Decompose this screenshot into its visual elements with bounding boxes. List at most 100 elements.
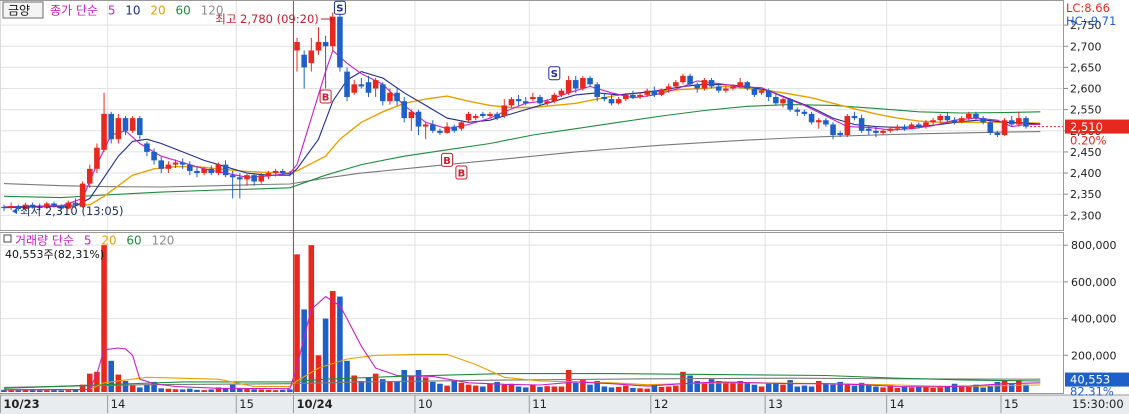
candle[interactable] bbox=[973, 111, 979, 121]
volume-bar[interactable] bbox=[858, 382, 865, 392]
candle[interactable] bbox=[587, 75, 593, 87]
volume-bar[interactable] bbox=[394, 380, 400, 392]
candle[interactable] bbox=[837, 130, 843, 138]
candle[interactable] bbox=[29, 202, 36, 209]
volume-bar[interactable] bbox=[594, 380, 600, 392]
candle[interactable] bbox=[351, 80, 357, 95]
volume-bar[interactable] bbox=[758, 386, 765, 392]
volume-bar[interactable] bbox=[137, 387, 143, 392]
volume-bar[interactable] bbox=[830, 384, 836, 392]
volume-bar[interactable] bbox=[751, 384, 758, 392]
buy-signal-marker[interactable]: B bbox=[455, 165, 468, 180]
candle[interactable] bbox=[129, 116, 136, 133]
candle[interactable] bbox=[72, 198, 79, 207]
volume-bar[interactable] bbox=[522, 387, 529, 392]
volume-bar[interactable] bbox=[287, 389, 293, 392]
volume-bar[interactable] bbox=[72, 389, 79, 392]
volume-bar[interactable] bbox=[508, 383, 515, 392]
volume-bar[interactable] bbox=[951, 383, 958, 392]
volume-bar[interactable] bbox=[880, 387, 886, 392]
candle[interactable] bbox=[101, 92, 107, 152]
candle[interactable] bbox=[773, 92, 779, 106]
candle[interactable] bbox=[580, 75, 586, 91]
volume-bar[interactable] bbox=[322, 318, 329, 392]
volume-bar[interactable] bbox=[29, 389, 36, 392]
candle[interactable] bbox=[215, 162, 222, 176]
volume-bar[interactable] bbox=[358, 380, 365, 392]
volume-bar[interactable] bbox=[79, 384, 86, 392]
volume-bar[interactable] bbox=[1016, 380, 1022, 392]
candle[interactable] bbox=[458, 120, 465, 131]
candle[interactable] bbox=[537, 94, 543, 106]
volume-bar[interactable] bbox=[329, 291, 336, 392]
candle[interactable] bbox=[730, 84, 736, 91]
candle[interactable] bbox=[472, 113, 479, 121]
candle[interactable] bbox=[308, 37, 315, 72]
candle[interactable] bbox=[715, 83, 722, 93]
candle[interactable] bbox=[1001, 118, 1008, 136]
volume-bar[interactable] bbox=[1008, 383, 1015, 392]
volume-bar[interactable] bbox=[680, 371, 686, 392]
candle[interactable] bbox=[751, 87, 758, 97]
candle[interactable] bbox=[8, 202, 14, 211]
candle[interactable] bbox=[287, 170, 293, 177]
volume-bar[interactable] bbox=[8, 390, 14, 392]
candle[interactable] bbox=[916, 122, 922, 129]
candle[interactable] bbox=[36, 203, 43, 211]
volume-bar[interactable] bbox=[437, 383, 443, 392]
volume-bar[interactable] bbox=[408, 375, 415, 392]
candle[interactable] bbox=[901, 124, 908, 131]
volume-bar[interactable] bbox=[622, 385, 629, 392]
volume-bar[interactable] bbox=[580, 379, 586, 392]
candle[interactable] bbox=[187, 161, 193, 176]
volume-bar[interactable] bbox=[194, 389, 200, 392]
candle[interactable] bbox=[294, 37, 300, 72]
volume-bar[interactable] bbox=[365, 377, 372, 392]
volume-bar[interactable] bbox=[215, 387, 222, 392]
candle[interactable] bbox=[251, 173, 257, 186]
candle[interactable] bbox=[565, 75, 572, 95]
candle[interactable] bbox=[794, 107, 801, 116]
volume-bar[interactable] bbox=[744, 382, 751, 392]
candle[interactable] bbox=[337, 14, 343, 72]
volume-bar[interactable] bbox=[187, 388, 193, 392]
volume-bar[interactable] bbox=[279, 389, 286, 392]
candle[interactable] bbox=[701, 77, 708, 91]
candle[interactable] bbox=[465, 111, 472, 123]
candle[interactable] bbox=[51, 201, 57, 208]
candle[interactable] bbox=[615, 96, 622, 105]
candle[interactable] bbox=[315, 27, 322, 55]
volume-bar[interactable] bbox=[158, 388, 165, 392]
candle[interactable] bbox=[1023, 116, 1029, 129]
candle[interactable] bbox=[229, 170, 236, 199]
candle[interactable] bbox=[815, 118, 822, 129]
volume-bar[interactable] bbox=[916, 386, 922, 392]
candle[interactable] bbox=[494, 111, 500, 121]
volume-bar[interactable] bbox=[122, 380, 129, 392]
volume-bar[interactable] bbox=[465, 384, 472, 392]
volume-bar[interactable] bbox=[780, 384, 786, 392]
candle[interactable] bbox=[44, 201, 50, 209]
candle[interactable] bbox=[115, 113, 122, 144]
volume-bar[interactable] bbox=[351, 375, 357, 392]
volume-bar[interactable] bbox=[315, 355, 322, 392]
candle[interactable] bbox=[694, 82, 701, 93]
candle[interactable] bbox=[758, 88, 765, 95]
volume-bar[interactable] bbox=[808, 386, 815, 392]
candle[interactable] bbox=[22, 202, 29, 211]
volume-bar[interactable] bbox=[115, 374, 122, 392]
volume-bar[interactable] bbox=[179, 389, 186, 392]
volume-bar[interactable] bbox=[873, 386, 879, 392]
volume-bar[interactable] bbox=[608, 387, 615, 392]
volume-bar[interactable] bbox=[58, 390, 64, 392]
volume-bar[interactable] bbox=[651, 384, 658, 392]
candle[interactable] bbox=[358, 77, 365, 89]
candle[interactable] bbox=[894, 124, 901, 131]
volume-bar[interactable] bbox=[994, 381, 1001, 392]
candle[interactable] bbox=[887, 126, 893, 133]
candle[interactable] bbox=[222, 160, 229, 178]
candle[interactable] bbox=[372, 77, 379, 97]
volume-bar[interactable] bbox=[422, 377, 429, 392]
candle[interactable] bbox=[401, 96, 408, 123]
volume-bar[interactable] bbox=[923, 386, 929, 392]
